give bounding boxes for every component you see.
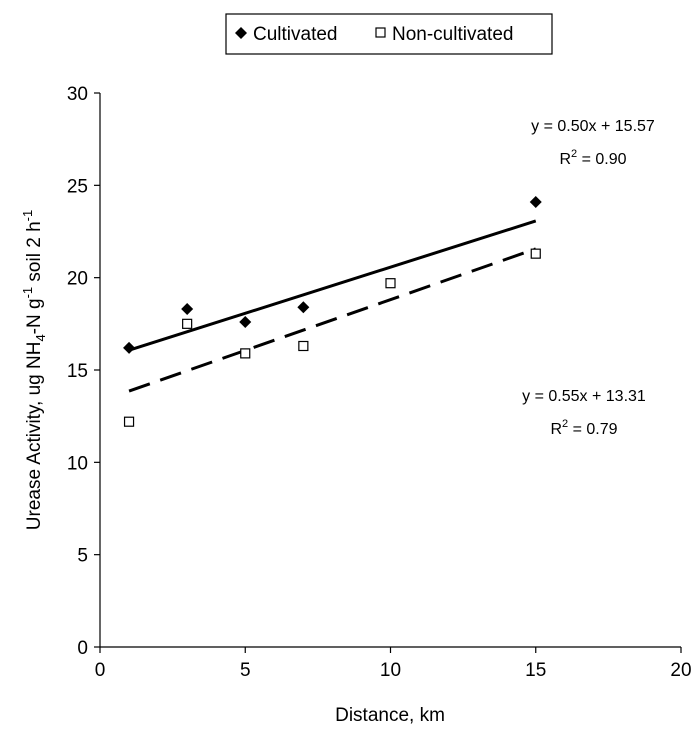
r-squared-non-cultivated: R2 = 0.79 xyxy=(550,418,617,438)
trendline-non-cultivated xyxy=(128,247,537,393)
y-tick-label: 30 xyxy=(67,84,88,105)
y-tick-label: 20 xyxy=(67,269,88,290)
x-tick-label: 20 xyxy=(670,660,691,681)
point-non-cultivated xyxy=(123,416,135,427)
axes: 0 5 10 15 20 25 30 0 5 10 15 20 xyxy=(67,84,692,681)
annotation-cultivated: y = 0.50x + 15.57 R2 = 0.90 xyxy=(531,118,655,168)
y-axis-title: Urease Activity, ug NH4-N g-1 soil 2 h-1 xyxy=(20,210,48,530)
point-cultivated xyxy=(239,315,252,328)
point-cultivated xyxy=(297,301,310,314)
point-cultivated xyxy=(123,341,136,354)
x-tick-label: 15 xyxy=(525,660,546,681)
x-tick-label: 5 xyxy=(240,660,251,681)
legend: Cultivated Non-cultivated xyxy=(225,13,553,55)
trendline-cultivated xyxy=(128,219,537,352)
point-non-cultivated xyxy=(385,278,396,289)
y-tick-label: 10 xyxy=(67,453,88,474)
x-axis-title: Distance, km xyxy=(335,705,445,726)
legend-label-cultivated: Cultivated xyxy=(253,24,338,45)
point-non-cultivated xyxy=(240,348,251,359)
point-non-cultivated xyxy=(298,340,309,352)
data-markers xyxy=(123,195,542,427)
point-non-cultivated xyxy=(182,318,193,329)
y-tick-label: 15 xyxy=(67,361,88,382)
legend-box xyxy=(225,13,553,55)
y-tick-label: 0 xyxy=(77,638,88,659)
point-non-cultivated xyxy=(530,248,541,259)
legend-marker-cultivated xyxy=(235,27,247,39)
trendlines xyxy=(128,219,537,393)
y-axis-ticks: 0 5 10 15 20 25 30 xyxy=(67,84,100,659)
r-squared-cultivated: R2 = 0.90 xyxy=(559,148,626,168)
x-tick-label: 10 xyxy=(380,660,401,681)
legend-label-non-cultivated: Non-cultivated xyxy=(392,24,513,45)
annotation-non-cultivated: y = 0.55x + 13.31 R2 = 0.79 xyxy=(522,388,646,438)
y-tick-label: 5 xyxy=(77,546,88,567)
point-cultivated xyxy=(529,195,542,208)
y-tick-label: 25 xyxy=(67,176,88,197)
legend-marker-non-cultivated xyxy=(375,27,386,38)
point-cultivated xyxy=(181,303,194,316)
equation-non-cultivated: y = 0.55x + 13.31 xyxy=(522,388,646,405)
equation-cultivated: y = 0.50x + 15.57 xyxy=(531,118,655,135)
x-axis-ticks: 0 5 10 15 20 xyxy=(95,647,692,681)
x-tick-label: 0 xyxy=(95,660,106,681)
